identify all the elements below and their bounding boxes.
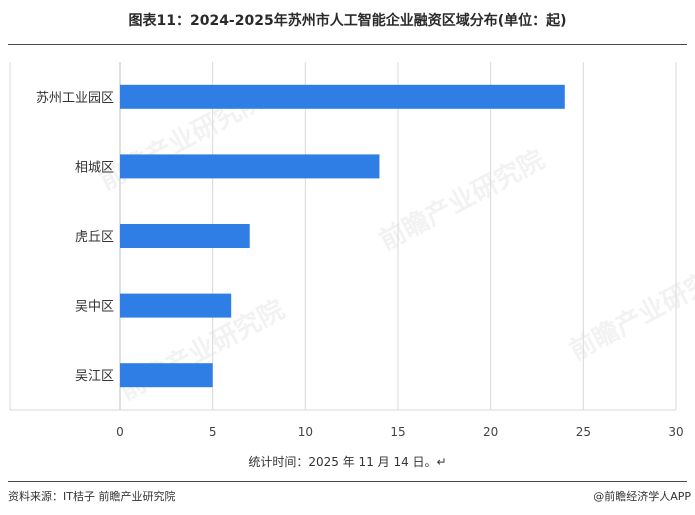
source-text: 资料来源：IT桔子 前瞻产业研究院 [8,490,176,503]
credit-text: @前瞻经济学人APP [593,490,691,503]
title-divider [8,44,687,45]
category-label-2: 虎丘区 [75,230,114,245]
category-label-3: 吴中区 [75,300,114,315]
x-tick-label-3: 15 [390,425,405,439]
category-label-1: 相城区 [75,160,114,175]
bar-2 [120,224,250,248]
bar-1 [120,154,380,179]
x-tick-label-2: 10 [298,425,313,439]
category-label-4: 吴江区 [75,369,114,384]
x-tick-label-0: 0 [116,425,124,439]
x-tick-label-6: 30 [668,425,683,439]
category-label-0: 苏州工业园区 [36,90,114,106]
x-tick-label-4: 20 [483,425,498,439]
footer-divider [8,481,687,482]
bar-0 [120,84,565,109]
x-tick-label-5: 25 [576,425,591,439]
statistics-note: 统计时间：2025 年 11 月 14 日。↵ [248,455,447,469]
bar-4 [120,363,213,388]
chart-title: 图表11：2024-2025年苏州市人工智能企业融资区域分布(单位：起) [128,13,567,29]
bar-3 [120,293,232,318]
x-tick-label-1: 5 [209,425,217,439]
